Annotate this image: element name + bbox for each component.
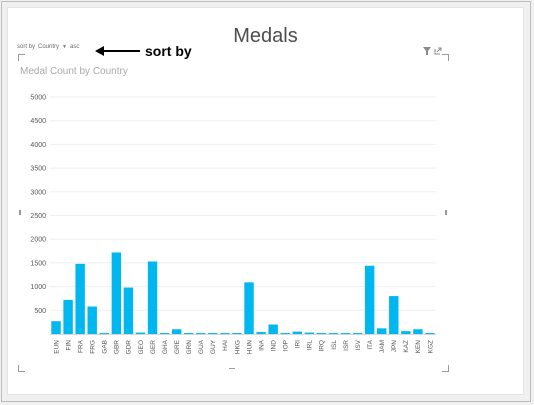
dropdown-arrow-icon[interactable]: ▼	[62, 44, 67, 50]
bar-fin[interactable]	[63, 299, 73, 334]
x-tick-label: JAM	[379, 340, 386, 353]
x-tick-label: IRI	[295, 340, 302, 349]
y-tick-label: 2500	[30, 213, 46, 220]
resize-handle-bottom-right[interactable]	[442, 365, 449, 372]
y-tick-label: 1000	[30, 284, 46, 291]
x-tick-label: ITA	[367, 339, 374, 349]
x-tick-label: GDR	[126, 340, 133, 355]
bar-ind[interactable]	[268, 324, 278, 334]
x-tick-label: GHA	[162, 339, 169, 354]
x-tick-label: GUA	[198, 339, 205, 354]
sort-control[interactable]: sort by Country ▼ asc	[17, 44, 79, 50]
resize-handle-top-right[interactable]	[442, 54, 449, 61]
y-tick-label: 500	[34, 308, 46, 315]
x-tick-label: FRG	[90, 340, 97, 354]
chart-title: Medal Count by Country	[20, 66, 128, 77]
bar-ina[interactable]	[256, 332, 266, 334]
bar-gbr[interactable]	[111, 252, 122, 334]
bar-hai[interactable]	[220, 333, 230, 335]
resize-handle-bottom[interactable]	[229, 368, 235, 369]
bar-hun[interactable]	[244, 282, 254, 334]
x-tick-label: GRN	[186, 340, 193, 355]
bar-guy[interactable]	[208, 333, 218, 335]
bar-eun[interactable]	[51, 321, 61, 334]
sort-by-annotation: sort by	[95, 43, 192, 59]
bar-jam[interactable]	[377, 328, 387, 334]
x-tick-label: GAB	[102, 340, 109, 354]
y-tick-label: 4000	[30, 142, 46, 149]
bar-ken[interactable]	[413, 329, 423, 334]
x-tick-label: GER	[150, 340, 157, 354]
bar-jpn[interactable]	[389, 296, 399, 334]
x-tick-label: HKG	[234, 340, 241, 354]
x-tick-label: IRQ	[319, 340, 326, 352]
y-tick-label: 2000	[30, 237, 46, 244]
x-tick-label: GRE	[174, 339, 181, 354]
resize-handle-left[interactable]	[19, 210, 21, 215]
x-tick-label: IND	[270, 340, 277, 352]
bar-ger[interactable]	[147, 261, 158, 334]
x-tick-label: FIN	[65, 340, 72, 351]
x-tick-label: GUY	[210, 339, 217, 354]
resize-handle-top-left[interactable]	[18, 54, 25, 61]
y-tick-label: 4500	[30, 118, 46, 125]
bar-frg[interactable]	[87, 306, 97, 334]
y-tick-label: 1500	[30, 260, 46, 267]
x-tick-label: ISV	[355, 339, 362, 350]
bar-hkg[interactable]	[232, 333, 242, 335]
bar-iri[interactable]	[292, 331, 302, 334]
bar-gha[interactable]	[159, 333, 170, 335]
bar-gdr[interactable]	[123, 287, 134, 334]
sort-field-dropdown[interactable]: Country	[38, 44, 60, 50]
bar-isr[interactable]	[340, 333, 351, 335]
bar-gre[interactable]	[171, 329, 182, 334]
bar-irq[interactable]	[316, 333, 327, 335]
bar-gua[interactable]	[196, 333, 206, 335]
y-tick-label: 3000	[30, 189, 46, 196]
sort-by-label: sort by	[17, 44, 36, 50]
bar-isl[interactable]	[328, 333, 339, 335]
expand-icon[interactable]	[434, 47, 442, 55]
bar-kaz[interactable]	[401, 331, 411, 334]
x-tick-label: GEO	[138, 340, 145, 354]
sort-order-toggle[interactable]: asc	[69, 44, 80, 50]
x-tick-label: IOP	[283, 340, 290, 351]
bar-fra[interactable]	[75, 263, 85, 334]
bar-geo[interactable]	[135, 332, 146, 334]
y-tick-label: 5000	[30, 95, 46, 102]
resize-handle-right[interactable]	[445, 210, 447, 215]
x-tick-label: JPN	[391, 340, 398, 353]
bar-ita[interactable]	[364, 265, 375, 334]
bar-iop[interactable]	[280, 333, 290, 335]
x-tick-label: KEN	[415, 340, 422, 354]
x-tick-label: EUN	[53, 340, 60, 354]
left-arrow-icon	[95, 46, 140, 56]
x-tick-label: HUN	[246, 340, 253, 354]
x-tick-label: GBR	[114, 340, 121, 354]
x-tick-label: ISR	[343, 340, 350, 351]
x-tick-label: ISL	[331, 340, 338, 350]
x-tick-label: HAI	[222, 340, 229, 351]
annotation-label: sort by	[145, 43, 192, 59]
bar-kgz[interactable]	[425, 333, 435, 335]
filter-icon[interactable]	[423, 47, 431, 55]
bar-isv[interactable]	[352, 333, 363, 335]
bar-gab[interactable]	[99, 333, 109, 335]
x-tick-label: KGZ	[427, 340, 434, 353]
bar-grn[interactable]	[184, 333, 194, 335]
y-tick-label: 3500	[30, 166, 46, 173]
x-tick-label: INA	[258, 339, 265, 351]
x-tick-label: FRA	[77, 339, 84, 353]
x-tick-label: KAZ	[403, 340, 410, 353]
resize-handle-bottom-left[interactable]	[18, 365, 25, 372]
view-title: Medals	[233, 25, 298, 47]
chart-tools	[423, 47, 442, 55]
x-tick-label: IRL	[307, 340, 314, 351]
bar-irl[interactable]	[304, 332, 315, 334]
